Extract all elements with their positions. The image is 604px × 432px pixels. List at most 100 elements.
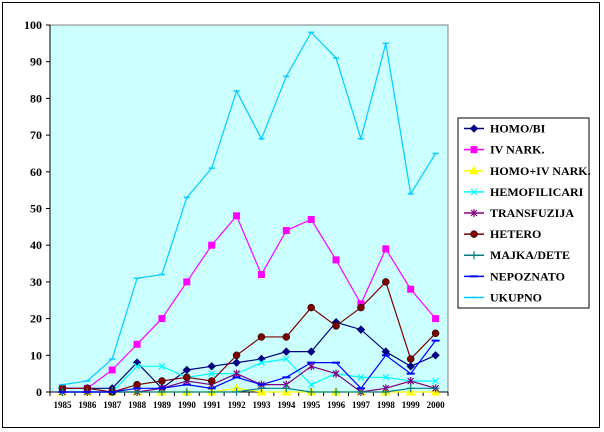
y-tick-label: 20 [30, 312, 42, 326]
x-tick-label: 1987 [103, 400, 122, 410]
data-point-homo-bi [232, 358, 241, 367]
data-point-majka-dete [381, 388, 390, 396]
data-point-hetero [406, 355, 415, 363]
y-tick-label: 30 [30, 275, 42, 289]
legend-marker [470, 230, 478, 238]
data-point-majka-dete [133, 388, 142, 396]
data-point-hetero [282, 333, 291, 341]
legend-label: TRANSFUZIJA [490, 206, 574, 220]
x-tick-label: 1995 [302, 400, 321, 410]
data-point-hetero [232, 351, 241, 360]
y-tick-label: 50 [30, 202, 42, 216]
data-point-hemofilicari [282, 355, 290, 363]
data-point-transfuzija [233, 369, 240, 378]
series-line-nepoznato [62, 340, 437, 393]
legend-label: HOMO+IV NARK. [490, 164, 591, 178]
data-point-majka-dete [431, 384, 440, 393]
legend-marker [470, 209, 478, 217]
legend-label: HOMO/BI [490, 122, 546, 136]
series-line-majka-dete [62, 387, 436, 393]
y-tick-label: 70 [30, 128, 42, 142]
data-point-transfuzija [407, 376, 415, 385]
legend-item-transfuzija: TRANSFUZIJA [464, 206, 574, 220]
data-point-homo-bi [182, 365, 192, 375]
legend-item-homo-iv-nark: HOMO+IV NARK. [464, 164, 591, 178]
y-tick-label: 10 [30, 348, 42, 362]
data-point-iv-nark [183, 278, 191, 286]
data-point-homo-bi [431, 351, 440, 360]
legend-marker [470, 251, 478, 260]
y-tick-label: 60 [30, 165, 42, 179]
data-point-hemofilicari [258, 359, 265, 367]
legend-marker [469, 165, 479, 175]
x-tick-label: 2000 [427, 400, 446, 410]
x-tick-label: 1994 [277, 400, 296, 410]
data-point-majka-dete [232, 388, 241, 396]
data-point-homo-bi [282, 347, 291, 356]
data-point-majka-dete [282, 384, 291, 393]
data-point-iv-nark [282, 227, 290, 235]
data-point-hemofilicari [357, 373, 365, 381]
y-axis: 0 10 20 30 40 50 60 70 80 90 100 [24, 18, 51, 399]
x-tick-label: 1990 [178, 400, 197, 410]
data-point-hetero [307, 303, 315, 312]
data-point-hemofilicari [432, 377, 439, 385]
data-point-hetero [332, 322, 340, 330]
data-point-majka-dete [257, 384, 266, 393]
y-tick-label: 40 [30, 238, 42, 252]
data-point-iv-nark [233, 212, 241, 220]
data-point-hetero [357, 303, 365, 312]
series-line-hemofilicari [62, 358, 436, 393]
data-point-hetero [183, 373, 191, 382]
x-tick-label: 1997 [352, 400, 371, 410]
data-point-hemofilicari [133, 362, 141, 370]
legend-label: MAJKA/DETE [490, 248, 570, 262]
data-point-iv-nark [407, 285, 415, 293]
data-point-hemofilicari [382, 373, 390, 381]
data-point-majka-dete [332, 388, 341, 396]
legend-marker [469, 124, 479, 133]
legend-marker [470, 146, 478, 154]
legend-label: UKUPNO [490, 290, 542, 304]
series-line-ukupno [62, 31, 437, 386]
line-chart: 0 10 20 30 40 50 60 70 80 90 100 1985 1986 1987 1988 1… [24, 18, 591, 410]
data-point-majka-dete [182, 388, 191, 396]
series-ukupno [59, 31, 439, 386]
x-tick-label: 1988 [128, 400, 147, 410]
legend-item-nepoznato: NEPOZNATO [464, 269, 565, 283]
series-line-iv-nark [62, 214, 437, 389]
legend-item-ukupno: UKUPNO [464, 290, 542, 304]
x-tick-label: 1998 [377, 400, 396, 410]
legend-item-iv-nark: IV NARK. [464, 143, 544, 157]
x-tick-label: 1991 [203, 400, 222, 410]
data-point-hetero [431, 329, 440, 338]
legend-item-hemofilicari: HEMOFILICARI [464, 185, 584, 199]
x-tick-label: 1993 [252, 400, 271, 410]
series-hetero [58, 278, 440, 396]
x-tick-label: 1992 [228, 400, 247, 410]
data-point-iv-nark [257, 271, 265, 279]
data-point-majka-dete [356, 388, 365, 396]
data-point-hemofilicari [158, 362, 166, 370]
data-point-hemofilicari [307, 381, 315, 389]
chart-frame: 0 10 20 30 40 50 60 70 80 90 100 1985 1986 1987 1988 1… [2, 2, 600, 428]
data-point-majka-dete [406, 384, 415, 393]
data-point-homo-bi [207, 362, 216, 371]
data-point-iv-nark [208, 241, 216, 249]
series-line-hetero [62, 280, 436, 393]
y-tick-label: 90 [30, 55, 42, 69]
plot-area [49, 24, 449, 393]
y-tick-label: 80 [30, 91, 42, 105]
data-point-majka-dete [207, 388, 216, 396]
data-point-homo-bi [356, 325, 366, 334]
data-point-iv-nark [158, 315, 166, 323]
data-point-iv-nark [432, 315, 440, 323]
series-line-homo-bi [62, 321, 436, 390]
y-tick-label: 100 [24, 18, 42, 32]
series-majka-dete [58, 384, 440, 396]
legend-marker [470, 188, 478, 196]
data-point-majka-dete [157, 388, 166, 396]
data-point-transfuzija [332, 369, 340, 378]
legend-item-homo-bi: HOMO/BI [464, 122, 546, 136]
legend-item-majka-dete: MAJKA/DETE [464, 248, 570, 262]
